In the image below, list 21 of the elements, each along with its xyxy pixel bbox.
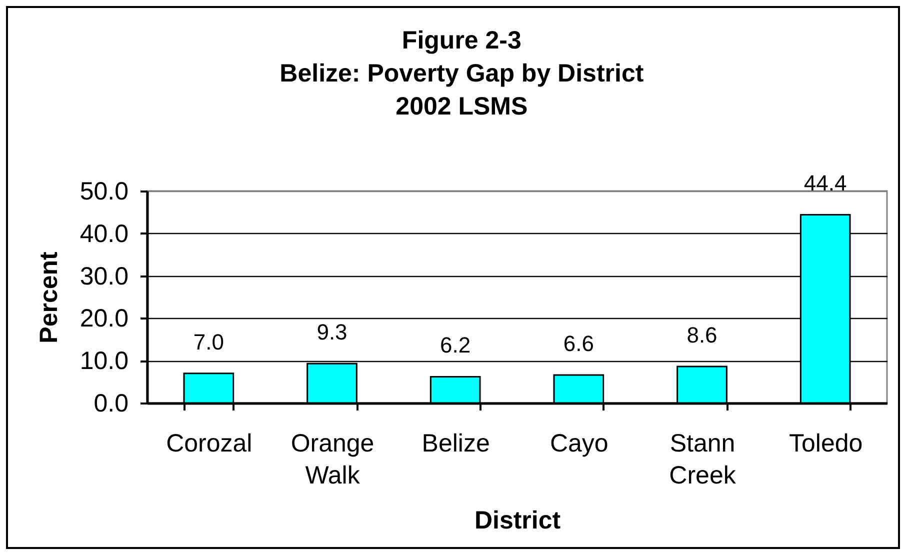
data-label: 8.6 — [686, 322, 718, 348]
x-tick-label: Belize — [422, 430, 490, 458]
y-tick-label: 0.0 — [94, 390, 128, 418]
data-label: 6.2 — [440, 332, 471, 358]
data-label: 9.3 — [316, 320, 348, 345]
y-tick-label: 20.0 — [80, 304, 128, 333]
chart-title: Figure 2-3 Belize: Poverty Gap by District 2002 LSMS — [280, 26, 644, 121]
y-axis-title: Percent — [34, 250, 63, 344]
y-tick-label: 10.0 — [80, 347, 128, 376]
x-tick-label: Stann Creek — [669, 430, 736, 490]
x-tick-label: Corozal — [166, 430, 252, 458]
x-tick-label: Orange Walk — [290, 430, 374, 490]
data-label: 6.6 — [563, 331, 594, 356]
data-label: 44.4 — [804, 170, 847, 196]
x-axis-title: District — [474, 506, 562, 534]
x-tick-label: Cayo — [550, 430, 608, 458]
y-tick-label: 40.0 — [80, 220, 128, 248]
y-tick-label: 30.0 — [80, 262, 128, 290]
y-tick-label: 50.0 — [80, 178, 128, 206]
x-tick-label: Toledo — [788, 430, 863, 458]
data-label: 7.0 — [193, 329, 224, 354]
